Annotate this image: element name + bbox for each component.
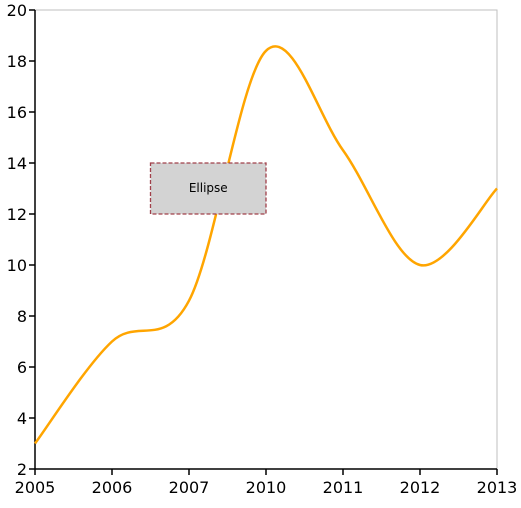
y-tick-label: 16 — [7, 103, 27, 122]
x-tick-label: 2012 — [400, 478, 441, 497]
y-tick-label: 4 — [17, 409, 27, 428]
y-tick-label: 10 — [7, 256, 27, 275]
y-tick-label: 14 — [7, 154, 27, 173]
annotation-label: Ellipse — [189, 181, 228, 195]
ellipse-annotation[interactable]: Ellipse — [149, 162, 267, 215]
y-tick-label: 20 — [7, 1, 27, 20]
series-line — [34, 45, 498, 445]
y-tick-label: 12 — [7, 205, 27, 224]
y-axis-ticks: 2 4 6 8 10 12 14 16 18 20 — [7, 1, 35, 479]
y-tick-label: 6 — [17, 358, 27, 377]
y-tick-label: 8 — [17, 307, 27, 326]
x-tick-label: 2013 — [477, 478, 518, 497]
x-tick-label: 2007 — [169, 478, 210, 497]
x-tick-label: 2010 — [246, 478, 287, 497]
annotation-rectangle[interactable] — [149, 162, 267, 215]
plot-area-border — [34, 9, 498, 470]
x-tick-label: 2006 — [92, 478, 133, 497]
y-tick-label: 2 — [17, 460, 27, 479]
x-tick-label: 2011 — [323, 478, 364, 497]
x-axis-ticks: 2005 2006 2007 2010 2011 2012 2013 — [15, 469, 518, 497]
y-tick-label: 18 — [7, 52, 27, 71]
x-tick-label: 2005 — [15, 478, 56, 497]
